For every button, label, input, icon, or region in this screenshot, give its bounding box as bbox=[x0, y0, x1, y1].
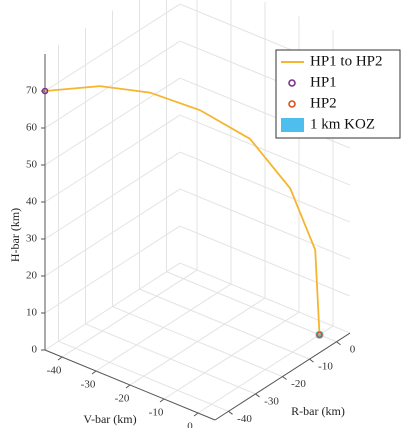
tick-mark bbox=[159, 398, 165, 403]
point-marker bbox=[316, 331, 323, 339]
grid-line bbox=[166, 271, 337, 343]
legend-label: 1 km KOZ bbox=[310, 116, 375, 132]
legend-swatch bbox=[288, 79, 296, 87]
legend: HP1 to HP2 HP1 HP2 1 km KOZ bbox=[275, 49, 401, 139]
tick-mark bbox=[309, 358, 314, 363]
tick-mark bbox=[91, 370, 97, 375]
tick-mark bbox=[282, 376, 287, 380]
tick-mark bbox=[336, 341, 341, 346]
y-tick-label: -10 bbox=[318, 361, 333, 373]
point-marker bbox=[41, 87, 49, 95]
grid-line bbox=[179, 114, 351, 186]
grid-line bbox=[44, 77, 181, 166]
z-tick-label: 60 bbox=[26, 122, 38, 134]
x-tick-label: -10 bbox=[149, 407, 164, 419]
y-tick-label: -20 bbox=[291, 378, 306, 390]
legend-label: HP1 to HP2 bbox=[310, 53, 383, 69]
grid-line bbox=[44, 188, 181, 277]
grid-line bbox=[139, 288, 310, 360]
z-axis-label: H-bar (km) bbox=[8, 208, 22, 262]
tick-mark bbox=[125, 384, 131, 389]
tick-mark bbox=[193, 412, 199, 417]
grid-line bbox=[112, 306, 283, 377]
legend-label: HP2 bbox=[310, 95, 337, 111]
y-tick-label: -40 bbox=[237, 413, 252, 425]
grid-line bbox=[44, 3, 181, 92]
legend-swatch bbox=[288, 100, 296, 108]
y-tick-label: -30 bbox=[264, 395, 279, 407]
grid-line bbox=[85, 323, 256, 395]
y-axis-label: R-bar (km) bbox=[291, 404, 345, 418]
z-tick-label: 70 bbox=[26, 85, 38, 97]
grid-line bbox=[44, 40, 181, 129]
legend-swatch bbox=[281, 118, 304, 132]
trajectory bbox=[44, 85, 321, 335]
grid-line bbox=[58, 340, 229, 412]
grid-line bbox=[44, 114, 181, 203]
grid-line bbox=[44, 262, 181, 351]
grid-line bbox=[44, 225, 181, 314]
x-tick-label: -20 bbox=[115, 393, 130, 405]
x-tick-label: -40 bbox=[47, 365, 62, 377]
legend-label: HP1 bbox=[310, 74, 337, 90]
y-tick-label: 0 bbox=[350, 343, 356, 355]
grid-line bbox=[44, 151, 181, 240]
grid-line bbox=[179, 188, 351, 260]
grid-line bbox=[179, 225, 351, 297]
z-tick-label: 20 bbox=[26, 270, 38, 282]
z-tick-label: 40 bbox=[26, 196, 38, 208]
tick-mark bbox=[228, 410, 233, 415]
tick-mark bbox=[255, 393, 260, 398]
x-tick-label: -30 bbox=[81, 379, 96, 391]
tick-mark bbox=[57, 356, 63, 361]
z-tick-label: 50 bbox=[26, 159, 38, 171]
grid-line bbox=[179, 262, 351, 334]
grid-line bbox=[179, 151, 351, 223]
x-tick-label: 0 bbox=[187, 421, 193, 428]
x-axis-label: V-bar (km) bbox=[83, 412, 136, 426]
z-tick-label: 10 bbox=[26, 307, 38, 319]
z-tick-label: 30 bbox=[26, 233, 38, 245]
z-tick-label: 0 bbox=[32, 344, 38, 356]
